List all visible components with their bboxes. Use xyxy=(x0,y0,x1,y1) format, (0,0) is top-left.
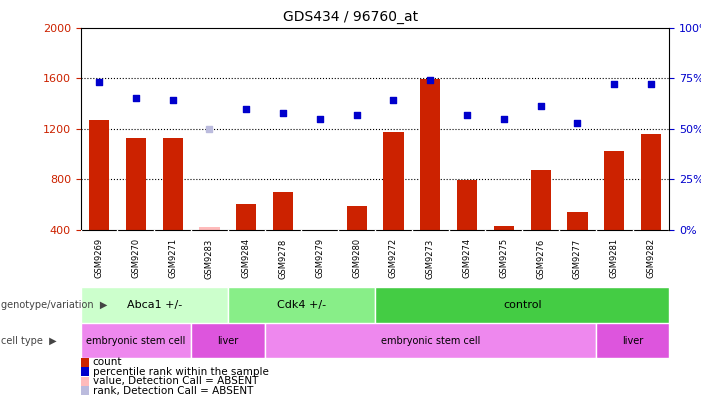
Text: GSM9279: GSM9279 xyxy=(315,238,325,278)
Text: liver: liver xyxy=(217,335,238,346)
Point xyxy=(314,115,325,122)
Bar xyxy=(494,226,514,230)
Bar xyxy=(596,323,669,358)
Text: Abca1 +/-: Abca1 +/- xyxy=(127,300,182,310)
Text: GSM9281: GSM9281 xyxy=(610,238,619,278)
Bar xyxy=(125,137,146,230)
Bar xyxy=(191,323,264,358)
Point xyxy=(278,109,289,116)
Text: GSM9270: GSM9270 xyxy=(131,238,140,278)
Text: Cdk4 +/-: Cdk4 +/- xyxy=(277,300,326,310)
Text: GSM9277: GSM9277 xyxy=(573,238,582,278)
Point xyxy=(388,97,399,104)
Bar xyxy=(273,192,293,230)
Text: value, Detection Call = ABSENT: value, Detection Call = ABSENT xyxy=(93,376,258,386)
Bar xyxy=(265,323,596,358)
Point xyxy=(646,81,657,88)
Bar xyxy=(420,80,440,230)
Point xyxy=(535,103,546,110)
Point xyxy=(93,79,104,86)
Text: GSM9278: GSM9278 xyxy=(278,238,287,278)
Bar xyxy=(310,230,330,231)
Bar xyxy=(236,204,257,230)
Point xyxy=(130,95,142,101)
Point xyxy=(425,77,436,84)
Text: GSM9284: GSM9284 xyxy=(242,238,251,278)
Bar xyxy=(81,287,228,323)
Text: control: control xyxy=(503,300,542,310)
Text: embryonic stem cell: embryonic stem cell xyxy=(86,335,186,346)
Text: GSM9269: GSM9269 xyxy=(95,238,104,278)
Point xyxy=(461,111,472,118)
Text: GSM9272: GSM9272 xyxy=(389,238,398,278)
Bar xyxy=(163,137,183,230)
Point xyxy=(167,97,178,104)
Text: GSM9273: GSM9273 xyxy=(426,238,435,278)
Text: count: count xyxy=(93,357,122,367)
Text: cell type  ▶: cell type ▶ xyxy=(1,335,57,346)
Bar xyxy=(383,133,404,230)
Text: percentile rank within the sample: percentile rank within the sample xyxy=(93,367,268,377)
Bar xyxy=(531,170,551,230)
Text: rank, Detection Call = ABSENT: rank, Detection Call = ABSENT xyxy=(93,386,253,396)
Bar xyxy=(604,151,625,230)
Text: liver: liver xyxy=(622,335,644,346)
Bar xyxy=(81,323,191,358)
Text: GSM9283: GSM9283 xyxy=(205,238,214,278)
Text: GSM9275: GSM9275 xyxy=(499,238,508,278)
Point xyxy=(498,115,510,122)
Text: GSM9274: GSM9274 xyxy=(463,238,472,278)
Bar xyxy=(641,134,661,230)
Point xyxy=(204,126,215,132)
Text: GSM9276: GSM9276 xyxy=(536,238,545,278)
Text: genotype/variation  ▶: genotype/variation ▶ xyxy=(1,300,108,310)
Text: GDS434 / 96760_at: GDS434 / 96760_at xyxy=(283,10,418,24)
Point xyxy=(608,81,620,88)
Text: embryonic stem cell: embryonic stem cell xyxy=(381,335,480,346)
Bar xyxy=(346,206,367,230)
Text: GSM9271: GSM9271 xyxy=(168,238,177,278)
Bar xyxy=(199,227,219,230)
Bar xyxy=(228,287,375,323)
Bar xyxy=(567,212,587,230)
Text: GSM9280: GSM9280 xyxy=(352,238,361,278)
Bar xyxy=(375,287,669,323)
Point xyxy=(572,120,583,126)
Point xyxy=(351,111,362,118)
Bar xyxy=(457,181,477,230)
Bar xyxy=(89,120,109,230)
Text: GSM9282: GSM9282 xyxy=(646,238,655,278)
Point xyxy=(240,105,252,112)
